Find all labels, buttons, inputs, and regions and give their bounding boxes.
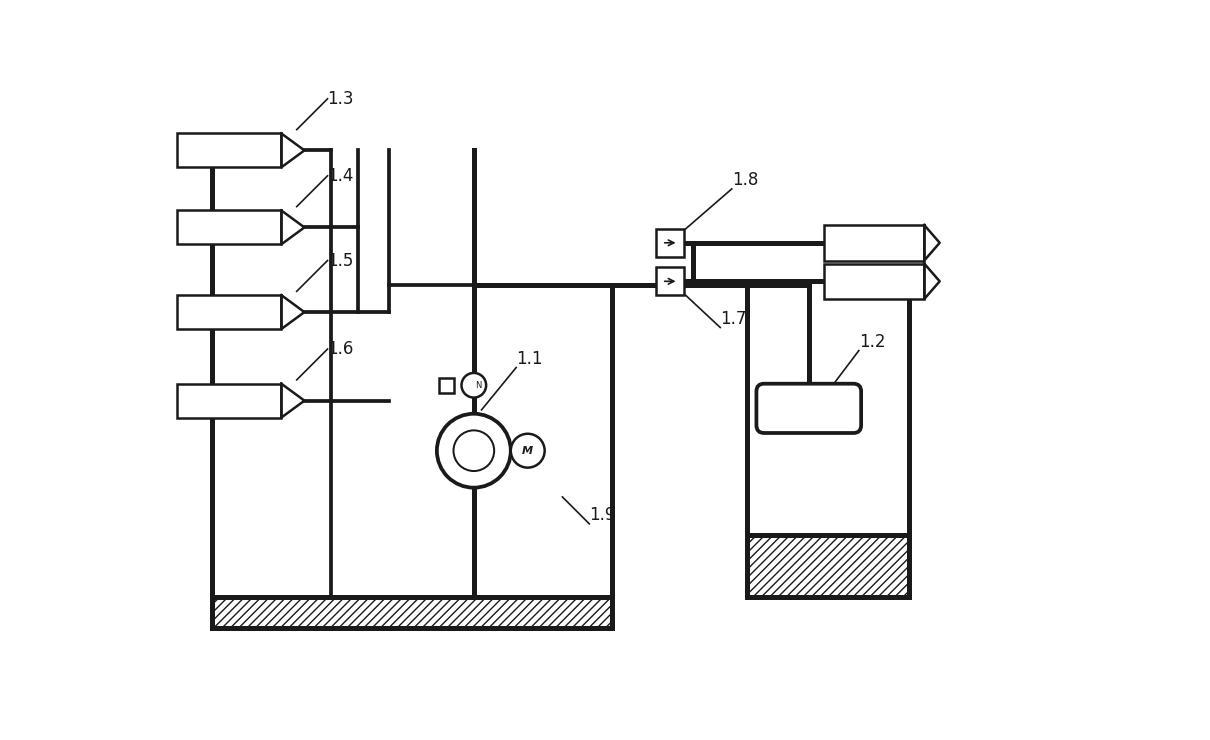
Bar bbox=[656, 267, 684, 295]
Circle shape bbox=[461, 373, 486, 397]
Bar bbox=[656, 229, 684, 257]
Text: 1.7: 1.7 bbox=[720, 309, 747, 328]
Text: N: N bbox=[476, 381, 482, 390]
Circle shape bbox=[511, 434, 544, 468]
Text: 1.5: 1.5 bbox=[328, 252, 353, 269]
Text: 1.2: 1.2 bbox=[859, 332, 886, 351]
Text: 1.8: 1.8 bbox=[732, 171, 759, 189]
Bar bbox=[747, 536, 909, 597]
Circle shape bbox=[437, 414, 511, 488]
Text: 1.1: 1.1 bbox=[517, 349, 542, 368]
Bar bbox=[212, 597, 612, 628]
Bar bbox=[824, 225, 924, 260]
Text: M: M bbox=[523, 445, 534, 456]
FancyBboxPatch shape bbox=[756, 384, 862, 433]
Bar bbox=[824, 263, 924, 299]
Bar bbox=[178, 210, 281, 244]
Circle shape bbox=[454, 431, 494, 471]
Bar bbox=[178, 295, 281, 329]
Text: 1.3: 1.3 bbox=[328, 90, 355, 108]
Text: 1.6: 1.6 bbox=[328, 340, 353, 358]
Bar bbox=[439, 377, 455, 393]
Text: 1.9: 1.9 bbox=[589, 506, 616, 524]
Bar bbox=[178, 133, 281, 167]
Bar bbox=[178, 384, 281, 417]
Text: 1.4: 1.4 bbox=[328, 166, 353, 185]
